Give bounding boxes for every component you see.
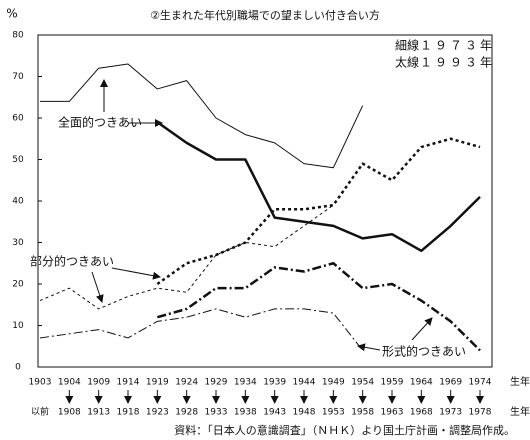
y-tick-label: 20 bbox=[12, 280, 24, 290]
x-tick-label: 1929 bbox=[205, 378, 228, 388]
legend-kind: 細線 bbox=[395, 38, 419, 53]
y-tick-label: 80 bbox=[12, 31, 24, 41]
x-tick-label: 1913 bbox=[87, 408, 110, 418]
x-tick-label: 1924 bbox=[175, 378, 198, 388]
x-tick-label: 1954 bbox=[351, 378, 374, 388]
arrow bbox=[411, 317, 433, 341]
x-tick-label: 1914 bbox=[117, 378, 140, 388]
y-tick-label: 40 bbox=[12, 197, 24, 207]
x-tick-label: 1904 bbox=[58, 378, 81, 388]
x-unit: 生年 bbox=[510, 375, 530, 388]
x-tick-label: 1939 bbox=[263, 378, 286, 388]
data-line bbox=[156, 137, 481, 286]
y-tick-label: 10 bbox=[12, 321, 24, 331]
x-tick-label: 1959 bbox=[381, 378, 404, 388]
x-tick-label: 1948 bbox=[293, 408, 316, 418]
arrow bbox=[357, 343, 381, 352]
data-line bbox=[156, 262, 481, 352]
x-tick-label: 1968 bbox=[410, 408, 433, 418]
x-tick-label: 1953 bbox=[322, 408, 345, 418]
legend-year: １９９３年 bbox=[420, 56, 495, 70]
x-tick-label: 1964 bbox=[410, 378, 433, 388]
arrow bbox=[91, 271, 104, 303]
y-tick-label: 70 bbox=[12, 72, 24, 82]
x-tick-label: 1918 bbox=[117, 408, 140, 418]
x-tick-label: 1934 bbox=[234, 378, 257, 388]
data-line bbox=[156, 121, 481, 253]
x-tick-label: 1919 bbox=[146, 378, 169, 388]
y-tick-label: 50 bbox=[12, 155, 24, 165]
y-tick-label: 60 bbox=[12, 114, 24, 124]
source: 資料：「日本人の意識調査」（ＮＨＫ）より国土庁計画・調整局作成。 bbox=[174, 423, 515, 437]
x-tick-label: 1933 bbox=[205, 408, 228, 418]
x-tick-label: 1909 bbox=[87, 378, 110, 388]
arrow bbox=[111, 267, 161, 280]
annotation: 形式的つきあい bbox=[382, 344, 466, 359]
x-tick-label: 1903 bbox=[29, 378, 52, 388]
x-tick-label: 1973 bbox=[439, 408, 462, 418]
y-tick-label: 0 bbox=[15, 363, 21, 373]
data-line bbox=[39, 204, 334, 310]
y-unit: % bbox=[6, 7, 17, 21]
annotation: 全面的つきあい bbox=[58, 115, 142, 130]
legend-kind: 太線 bbox=[395, 55, 419, 70]
legend-year: １９７３年 bbox=[420, 39, 495, 53]
data-line bbox=[39, 308, 364, 351]
x-tick-label: 1928 bbox=[175, 408, 198, 418]
x-tick-label: 1923 bbox=[146, 408, 169, 418]
x-tick-label: 1938 bbox=[234, 408, 257, 418]
data-line bbox=[40, 63, 364, 169]
x-tick-label: 1944 bbox=[293, 378, 316, 388]
x-tick-label: 1978 bbox=[469, 408, 492, 418]
chart-title: ②生まれた年代別職場での望ましい付き合い方 bbox=[150, 8, 380, 22]
x-tick-label: 1908 bbox=[58, 408, 81, 418]
x-tick-label: 1974 bbox=[469, 378, 492, 388]
x-tick-label: 1943 bbox=[263, 408, 286, 418]
x-tick-label: 1969 bbox=[439, 378, 462, 388]
annotation: 部分的つきあい bbox=[30, 254, 114, 269]
y-tick-label: 30 bbox=[12, 238, 24, 248]
x-unit: 生年 bbox=[510, 405, 530, 418]
x-tick-label: 1949 bbox=[322, 378, 345, 388]
x-tick-label: 1958 bbox=[351, 408, 374, 418]
x-tick-label: 以前 bbox=[31, 406, 49, 418]
x-tick-label: 1963 bbox=[381, 408, 404, 418]
